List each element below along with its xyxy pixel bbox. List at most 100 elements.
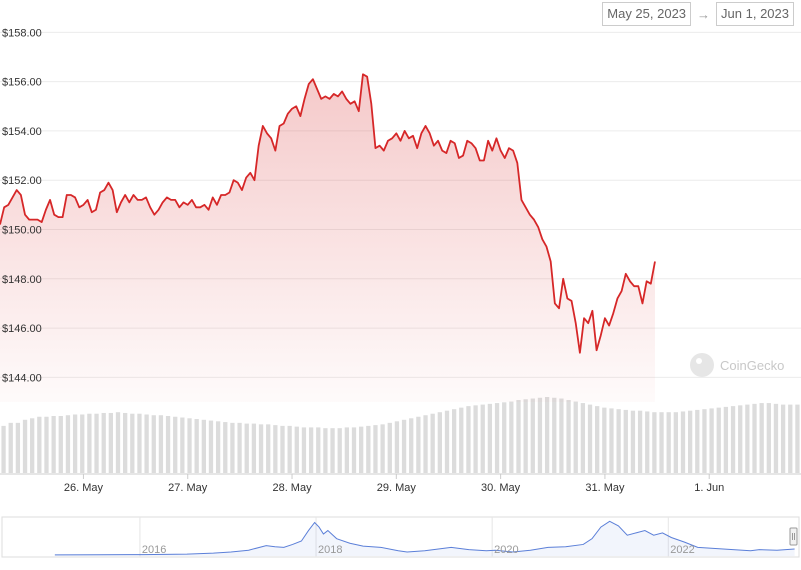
volume-bar (423, 415, 428, 473)
volume-bar (645, 411, 650, 473)
navigator-labels: 2016 2018 2020 2022 (142, 544, 695, 556)
volume-bar (523, 399, 528, 473)
volume-bar (580, 403, 586, 473)
volume-bar (294, 426, 299, 473)
range-to-input[interactable]: Jun 1, 2023 (716, 2, 794, 26)
volume-bar (337, 428, 342, 473)
volume-bar (573, 401, 578, 473)
y-tick-label: $156.00 (2, 77, 42, 89)
volume-bar (37, 416, 42, 473)
volume-bar (416, 416, 421, 473)
volume-bar (602, 407, 607, 473)
volume-bar (409, 418, 414, 473)
volume-bar (738, 405, 743, 473)
volume-bar (151, 415, 156, 473)
x-tick-label: 31. May (585, 482, 625, 494)
volume-bar (144, 414, 149, 473)
volume-bar (530, 398, 535, 473)
volume-bar (595, 406, 600, 473)
volume-bar (459, 407, 464, 473)
volume-bar (709, 408, 714, 473)
volume-bar (187, 418, 192, 473)
volume-bar (637, 410, 643, 473)
y-tick-label: $150.00 (2, 224, 42, 236)
price-line[interactable] (0, 73, 656, 354)
y-tick-label: $152.00 (2, 175, 42, 187)
volume-bar (201, 419, 206, 473)
y-tick-label: $144.00 (2, 372, 42, 384)
volume-bar (1, 425, 6, 473)
volume-bar (680, 411, 686, 473)
volume-bar (659, 412, 664, 473)
volume-bar (566, 400, 571, 473)
volume-bar (137, 413, 142, 473)
volume-bar (773, 403, 779, 473)
volume-bar (173, 416, 178, 473)
volume-bar (716, 407, 721, 473)
volume-bar (688, 410, 693, 473)
volume-bar (444, 410, 450, 473)
navigator-area (54, 521, 795, 556)
range-arrow-icon: → (697, 6, 711, 22)
volume-bar (795, 404, 800, 473)
volume-bar (8, 422, 13, 473)
volume-bar (158, 415, 164, 473)
volume-bar (130, 413, 135, 473)
volume-bar (587, 404, 593, 473)
navigator-handle-right[interactable] (789, 527, 798, 546)
volume-bar (552, 397, 557, 473)
x-tick-label: 1. Jun (694, 482, 724, 494)
volume-bar (215, 421, 221, 473)
volume-bar (280, 425, 285, 473)
volume-bar (237, 422, 242, 473)
range-from-input[interactable]: May 25, 2023 (602, 2, 692, 26)
volume-bar (673, 412, 678, 473)
volume-bar (244, 423, 249, 473)
y-tick-label: $158.00 (2, 27, 42, 39)
volume-bar (702, 409, 707, 473)
volume-bar (251, 423, 257, 473)
navigator[interactable]: 2016 2018 2020 2022 (1, 516, 800, 558)
volume-bar (344, 427, 350, 473)
volume-bar (180, 417, 185, 473)
volume-bar (780, 404, 786, 473)
volume-bar (730, 406, 736, 473)
volume-bar (623, 409, 628, 473)
x-tick-label: 30. May (481, 482, 521, 494)
volume-bar (401, 419, 407, 473)
volume-bar (194, 419, 199, 473)
volume-bar (466, 406, 471, 473)
date-range-selector: May 25, 2023 → Jun 1, 2023 (602, 2, 794, 26)
navigator-year-label: 2018 (318, 544, 342, 556)
volume-bar (380, 424, 385, 473)
price-area-fill (0, 74, 655, 402)
volume-bar (373, 425, 378, 473)
volume-bar (494, 403, 500, 473)
volume-bar (759, 403, 764, 473)
volume-bar (451, 409, 457, 473)
volume-bar (330, 428, 335, 473)
volume-bar (752, 403, 757, 473)
volume-bar (559, 398, 564, 473)
volume-bar (266, 424, 271, 473)
volume-bar (745, 404, 750, 473)
volume-bar (666, 412, 671, 473)
volume-bar (51, 416, 56, 473)
navigator-year-label: 2020 (494, 544, 518, 556)
volume-bar (788, 404, 793, 473)
volume-bar (509, 401, 514, 473)
x-tick-label: 28. May (272, 482, 312, 494)
volume-bar (387, 422, 392, 473)
navigator-frame (1, 516, 800, 558)
volume-bar (223, 422, 228, 473)
x-tick-label: 27. May (168, 482, 208, 494)
watermark-text: CoinGecko (720, 358, 784, 373)
volume-bar (30, 418, 35, 473)
volume-bar (544, 397, 550, 473)
volume-bar (165, 416, 171, 473)
volume-bar (273, 425, 278, 473)
volume-bar (94, 413, 99, 473)
volume-bar (65, 415, 71, 473)
volume-bar (652, 412, 657, 473)
